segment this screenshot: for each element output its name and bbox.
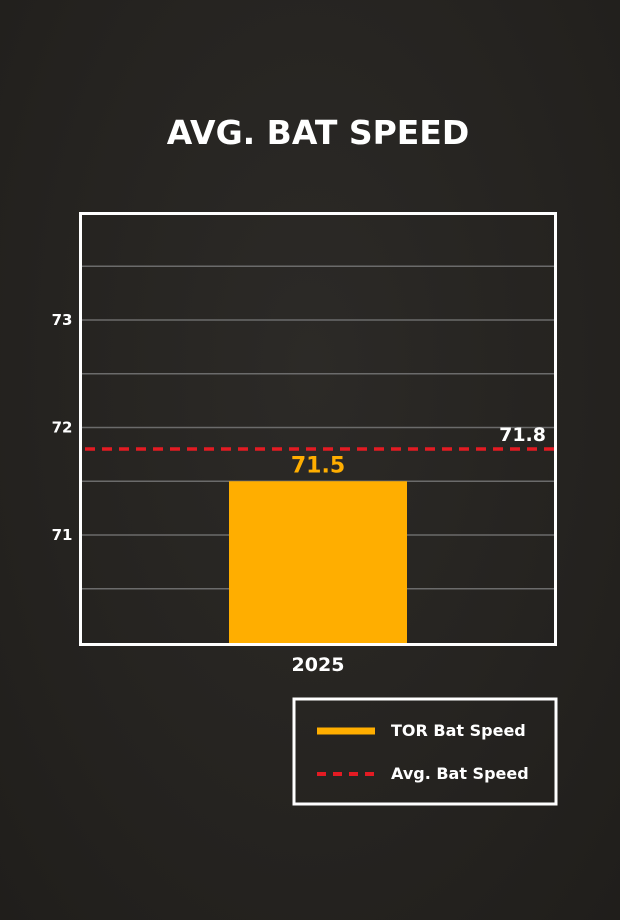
- chart-title: AVG. BAT SPEED: [167, 113, 470, 152]
- y-tick-label-2: 73: [52, 311, 73, 329]
- legend: TOR Bat Speed Avg. Bat Speed: [292, 697, 558, 806]
- bars: 71.5: [229, 453, 407, 643]
- legend-box: [292, 697, 558, 806]
- bar-value-label-2025: 71.5: [291, 453, 345, 478]
- bar-2025: [229, 481, 407, 643]
- legend-label-reference: Avg. Bat Speed: [391, 764, 529, 783]
- y-tick-label-0: 71: [52, 526, 73, 544]
- y-axis-ticks: 71 72 73: [52, 311, 73, 544]
- x-tick-label-2025: 2025: [292, 654, 345, 676]
- reference-line-group: 71.8: [85, 424, 554, 451]
- y-tick-label-1: 72: [52, 419, 73, 437]
- legend-label-bar: TOR Bat Speed: [391, 721, 526, 740]
- reference-line-label: 71.8: [499, 424, 546, 446]
- x-axis-ticks: 2025: [292, 654, 345, 676]
- plot-frame: [79, 212, 557, 646]
